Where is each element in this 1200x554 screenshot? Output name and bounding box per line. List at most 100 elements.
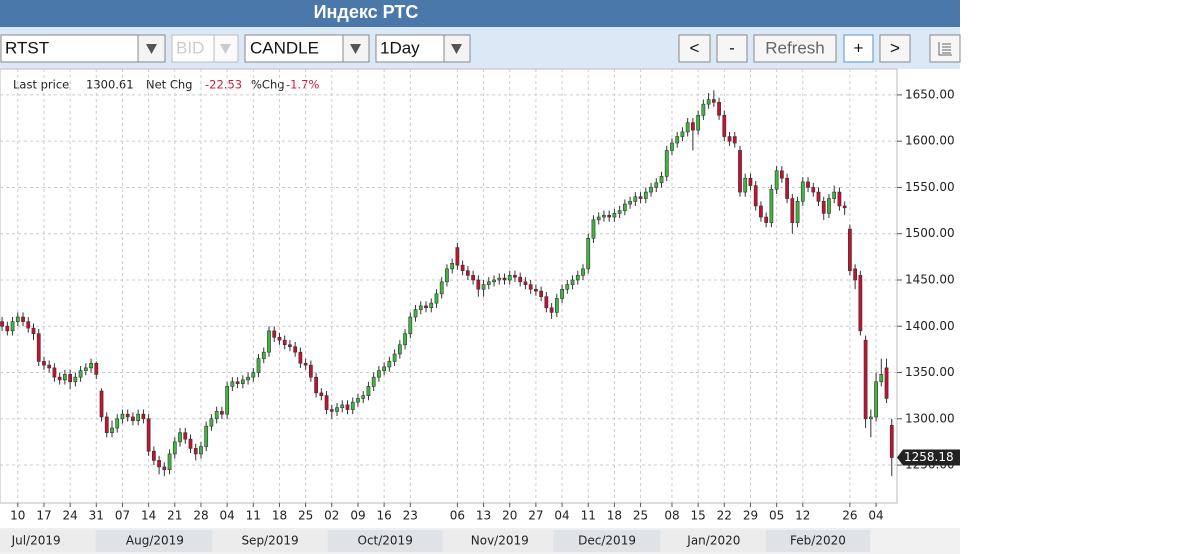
- candle-body: [340, 404, 345, 408]
- candle-body: [193, 448, 198, 455]
- candle-body: [178, 432, 182, 443]
- y-tick-label: 1500.00: [905, 226, 955, 240]
- candle-body: [78, 370, 83, 378]
- y-tick-label: 1600.00: [905, 134, 955, 148]
- y-tick-label: 1550.00: [905, 180, 955, 194]
- candle-body: [63, 374, 67, 381]
- candle-body: [753, 185, 758, 207]
- candle-body: [748, 177, 753, 186]
- x-tick-label: 02: [324, 509, 339, 523]
- plot-area: [0, 68, 898, 504]
- x-tick-label: 25: [298, 509, 313, 523]
- candle-body: [303, 362, 308, 366]
- last-price-label: Last price: [13, 78, 69, 92]
- candle-body: [534, 288, 538, 292]
- candle-body: [565, 284, 570, 290]
- candle-body: [685, 122, 690, 133]
- x-tick-label: 26: [842, 509, 857, 523]
- button-label: -: [729, 38, 735, 57]
- candle-body: [670, 142, 674, 151]
- month-label: Dec/2019: [578, 534, 636, 548]
- candle-body: [188, 438, 193, 449]
- candle-body: [345, 404, 350, 410]
- x-tick-label: 29: [743, 509, 758, 523]
- candle-body: [481, 284, 486, 290]
- candle-body: [136, 413, 141, 421]
- candle-body: [858, 275, 863, 332]
- candle-body: [424, 305, 428, 309]
- x-tick-label: 22: [717, 509, 732, 523]
- candle-body: [110, 427, 114, 433]
- month-band: [327, 530, 443, 552]
- candle-body: [73, 376, 78, 383]
- candle-body: [131, 416, 135, 421]
- candle-body: [209, 418, 214, 427]
- candle-body: [94, 362, 99, 375]
- candle-body: [125, 413, 130, 418]
- x-tick-label: 12: [795, 509, 810, 523]
- x-tick-label: 09: [350, 509, 365, 523]
- candle-body: [743, 177, 748, 193]
- x-tick-label: 11: [581, 509, 596, 523]
- interval-value: 1Day: [380, 38, 420, 57]
- style-select[interactable]: CANDLE: [244, 34, 370, 63]
- candle-body: [612, 213, 617, 218]
- candle-body: [10, 321, 15, 332]
- candle-body: [115, 418, 120, 429]
- candle-body: [790, 198, 795, 223]
- x-tick-label: 06: [450, 509, 465, 523]
- candle-body: [288, 344, 292, 347]
- table-button[interactable]: [929, 34, 961, 63]
- candle-body: [638, 196, 643, 199]
- candle-body: [581, 268, 585, 276]
- x-tick-label: 10: [10, 509, 25, 523]
- toolbar-button[interactable]: Refresh: [753, 34, 837, 63]
- candle-body: [15, 316, 20, 322]
- x-tick-label: 15: [690, 509, 705, 523]
- candle-body: [261, 351, 266, 359]
- month-label: Feb/2020: [790, 534, 846, 548]
- x-tick-label: 14: [141, 509, 156, 523]
- x-tick-label: 04: [219, 509, 234, 523]
- interval-select[interactable]: 1Day: [375, 34, 471, 63]
- candle-body: [413, 309, 418, 318]
- candle-body: [701, 103, 706, 116]
- candle-body: [293, 346, 298, 353]
- candle-body: [680, 131, 685, 137]
- info-line: Last price 1300.61 Net Chg -22.53 %Chg -…: [13, 78, 319, 92]
- candle-body: [717, 102, 721, 116]
- candle-body: [884, 367, 889, 399]
- x-tick-label: 04: [554, 509, 569, 523]
- button-label: >: [890, 38, 900, 57]
- candle-body: [0, 321, 4, 327]
- field-select: BID: [171, 34, 239, 63]
- x-tick-label: 28: [193, 509, 208, 523]
- last-price-label: 1258.18: [904, 450, 954, 464]
- candle-body: [377, 370, 381, 378]
- month-band: [553, 530, 661, 552]
- toolbar-button[interactable]: <: [678, 34, 711, 63]
- month-band: [660, 530, 766, 552]
- toolbar-button[interactable]: -: [716, 34, 748, 63]
- candle-body: [403, 333, 407, 346]
- candle-body: [811, 187, 816, 193]
- candle-body: [654, 182, 659, 188]
- symbol-select[interactable]: RTST: [0, 34, 166, 63]
- x-tick-label: 31: [89, 509, 104, 523]
- candle-body: [518, 276, 523, 283]
- toolbar-button[interactable]: +: [843, 34, 874, 63]
- x-tick-label: 11: [246, 509, 261, 523]
- candle-body: [141, 413, 146, 420]
- toolbar-button[interactable]: >: [879, 34, 911, 63]
- candle-body: [5, 325, 10, 332]
- candle-body: [591, 219, 596, 239]
- candle-body: [199, 446, 203, 455]
- candle-body: [47, 364, 52, 369]
- candle-body: [832, 191, 837, 199]
- candle-body: [230, 381, 235, 387]
- header-title: Индекс РТС: [314, 2, 419, 22]
- candle-body: [759, 205, 763, 218]
- candle-body: [476, 279, 481, 290]
- candle-body: [853, 268, 858, 281]
- x-tick-label: 17: [36, 509, 51, 523]
